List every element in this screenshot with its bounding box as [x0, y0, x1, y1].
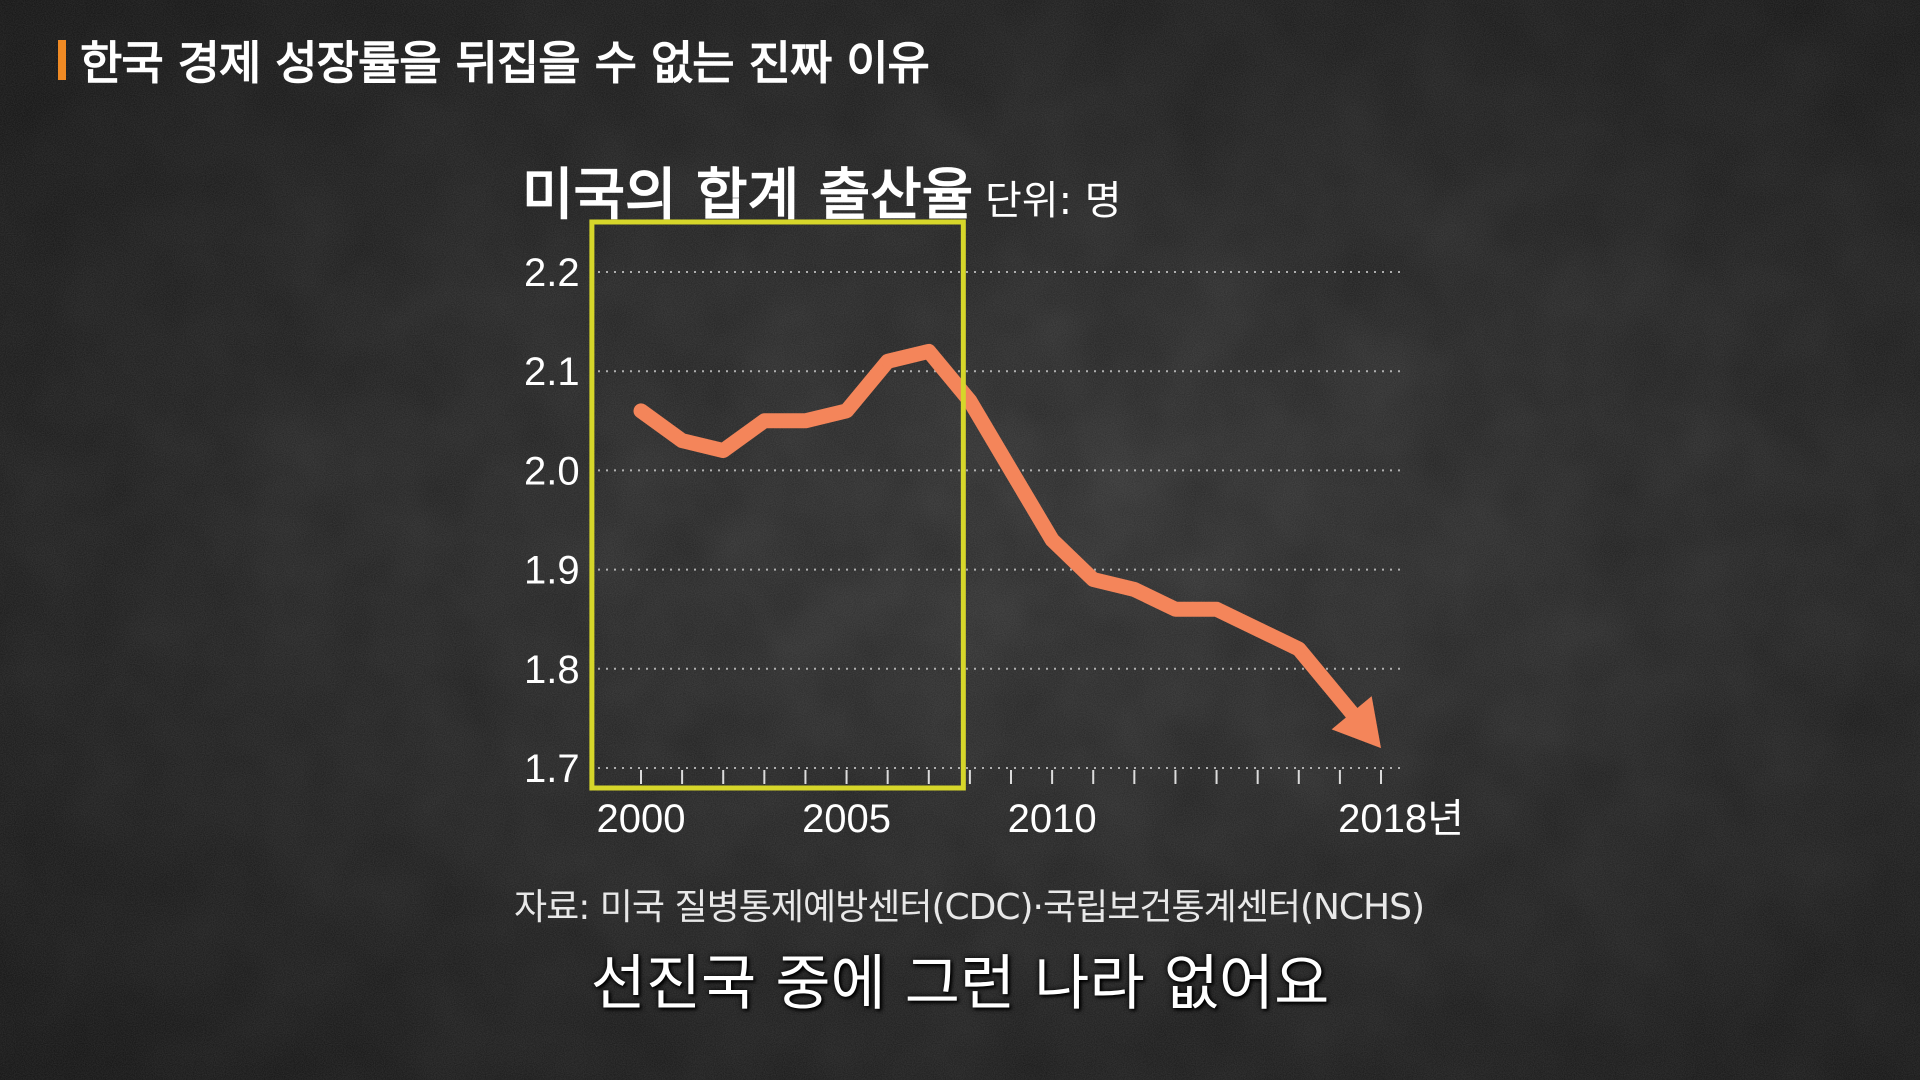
- series-layer: [633, 343, 1381, 749]
- data-point: [1333, 692, 1347, 706]
- data-point: [634, 404, 648, 418]
- data-point: [963, 394, 977, 408]
- data-point: [798, 414, 812, 428]
- chart-title: 미국의 합계 출산율: [522, 163, 973, 228]
- y-tick-label: 1.8: [524, 648, 580, 692]
- series-line: [633, 343, 1362, 724]
- data-point: [1292, 642, 1306, 656]
- y-tick-label: 2.2: [524, 251, 580, 295]
- x-tick-label: 2000: [597, 797, 686, 841]
- data-point: [922, 344, 936, 358]
- data-point: [1251, 622, 1265, 636]
- y-tick-label: 2.1: [524, 350, 580, 394]
- gridlines: [598, 271, 1402, 769]
- header-accent-bar: [58, 40, 66, 80]
- data-point: [1045, 533, 1059, 547]
- y-tick-label: 1.7: [524, 747, 580, 791]
- highlight-box: [589, 219, 966, 791]
- x-tick-label: 2005: [802, 797, 891, 841]
- chart-unit-label: 단위: 명: [985, 178, 1122, 224]
- y-axis-ticks: 2.2 2.1 2.0 1.9 1.8 1.7: [524, 251, 580, 791]
- x-tick-label: 2010: [1008, 797, 1097, 841]
- x-tick-label: 2018년: [1338, 797, 1464, 841]
- data-point: [757, 414, 771, 428]
- y-tick-label: 2.0: [524, 449, 580, 493]
- data-point: [881, 354, 895, 368]
- video-subtitle: 선진국 중에 그런 나라 없어요: [590, 949, 1330, 1019]
- video-header: 한국 경제 성장률을 뒤집을 수 없는 진짜 이유: [58, 32, 930, 90]
- series-arrowhead: [1331, 696, 1381, 749]
- x-axis-minor-ticks: [640, 770, 1382, 784]
- video-title: 한국 경제 성장률을 뒤집을 수 없는 진짜 이유: [80, 36, 930, 90]
- highlight-layer: [589, 219, 966, 791]
- data-point: [1168, 602, 1182, 616]
- y-tick-label: 1.9: [524, 549, 580, 593]
- data-point: [840, 404, 854, 418]
- data-point: [1004, 463, 1018, 477]
- data-point: [1127, 582, 1141, 596]
- data-point: [1086, 573, 1100, 587]
- data-point: [675, 434, 689, 448]
- data-point: [1210, 602, 1224, 616]
- chart-source: 자료: 미국 질병통제예방센터(CDC)·국립보건통계센터(NCHS): [514, 887, 1425, 928]
- x-axis-ticks: 2000 2005 2010 2018년: [597, 797, 1464, 841]
- data-point: [716, 444, 730, 458]
